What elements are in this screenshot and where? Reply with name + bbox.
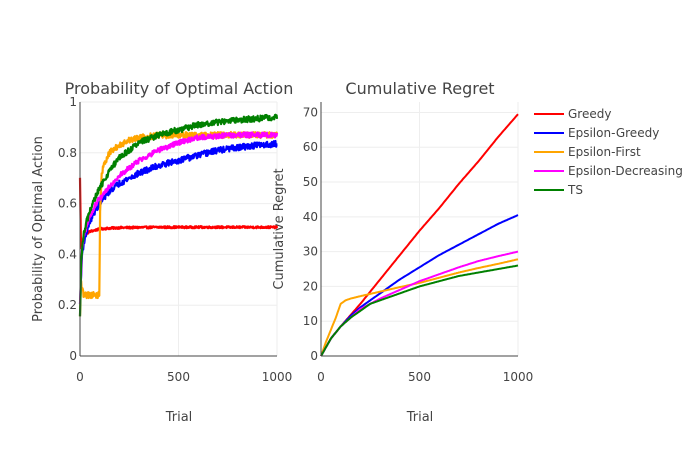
y-tick-label: 0 [310, 349, 318, 363]
legend-label-epsilon-decreasing: Epsilon-Decreasing [568, 164, 683, 178]
tick-labels: 0 0.2 0.4 0.6 0.8 1 0 500 1000 [58, 95, 292, 384]
y-tick-label: 0.2 [58, 298, 77, 312]
y-tick-label: 20 [303, 279, 318, 293]
grid [321, 102, 519, 356]
y-tick-label: 30 [303, 245, 318, 259]
x-tick-label: 0 [317, 370, 325, 384]
chart-title: Cumulative Regret [345, 79, 494, 98]
series-line-greedy [78, 177, 279, 250]
legend-label-greedy: Greedy [568, 107, 611, 121]
y-tick-label: 70 [303, 105, 318, 119]
series-line-epsilon-greedy [320, 214, 519, 357]
series-line-epsilon-first [320, 258, 519, 357]
x-tick-label: 0 [76, 370, 84, 384]
series-line-ts [78, 113, 279, 317]
axes [79, 102, 277, 357]
y-tick-label: 40 [303, 210, 318, 224]
tick-labels: 0 10 20 30 40 50 60 70 0 500 1000 [303, 105, 534, 384]
y-tick-label: 1 [69, 95, 77, 109]
y-tick-label: 10 [303, 314, 318, 328]
y-tick-label: 0.6 [58, 197, 77, 211]
y-tick-label: 0 [69, 349, 77, 363]
axes [320, 102, 518, 357]
series-line-ts [320, 264, 519, 357]
chart-title: Probability of Optimal Action [65, 79, 294, 98]
y-tick-label: 0.4 [58, 247, 77, 261]
x-axis-title: Trial [406, 410, 434, 425]
probability-optimal-action-plot: Probability of Optimal Action 0 0.2 0.4 0.6… [31, 79, 293, 425]
series-line-epsilon-decreasing [78, 131, 279, 304]
legend-label-epsilon-first: Epsilon-First [568, 145, 641, 159]
legend-label-ts: TS [567, 183, 583, 197]
cumulative-regret-plot: Cumulative Regret 0 10 20 30 40 50 60 70 0 500 100… [272, 79, 533, 425]
series-lines [78, 113, 279, 317]
x-axis-title: Trial [165, 410, 193, 425]
y-tick-label: 50 [303, 175, 318, 189]
y-tick-label: 60 [303, 140, 318, 154]
legend-label-epsilon-greedy: Epsilon-Greedy [568, 126, 659, 140]
legend: Greedy Epsilon-Greedy Epsilon-First Epsilon… [534, 107, 683, 197]
grid [80, 101, 278, 356]
series-line-epsilon-greedy [78, 139, 278, 304]
y-tick-label: 0.8 [58, 146, 77, 160]
series-line-greedy [320, 113, 519, 357]
y-axis-title: Cumulative Regret [272, 168, 287, 289]
x-tick-label: 500 [408, 370, 431, 384]
x-tick-label: 1000 [262, 370, 293, 384]
series-lines [320, 113, 519, 357]
y-axis-title: Probability of Optimal Action [31, 136, 46, 322]
x-tick-label: 500 [167, 370, 190, 384]
x-tick-label: 1000 [503, 370, 534, 384]
